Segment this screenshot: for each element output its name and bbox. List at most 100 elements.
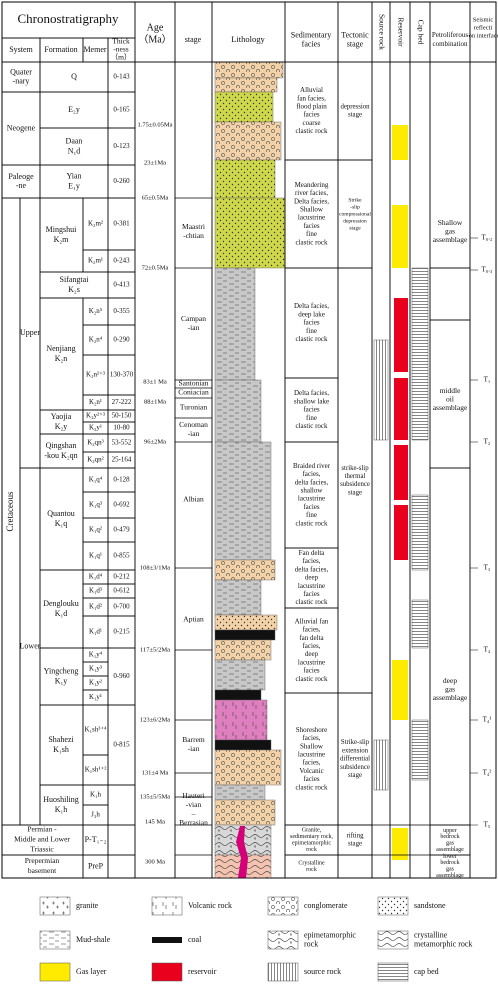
system-label: -nary — [13, 76, 30, 85]
facies-label: lacustrine — [298, 495, 325, 503]
thickness-value: 0-413 — [113, 281, 130, 289]
age-label: 23±1Ma — [144, 159, 166, 166]
tectonic-label: strike-slip — [341, 465, 369, 472]
petroliferous-label: lower — [443, 854, 457, 860]
stage-label: -ian — [188, 429, 200, 438]
formation-label: Prepermian — [25, 856, 60, 865]
formation-label: Mingshui — [46, 225, 77, 234]
tectonic-label: depression — [343, 218, 367, 224]
thickness-value: 0-700 — [113, 603, 130, 611]
legend-label: granite — [76, 901, 99, 910]
facies-label: flood plain — [296, 103, 327, 111]
thickness-value: 0-212 — [113, 573, 130, 581]
formation-label: E₂y — [68, 105, 80, 114]
formation-label: K₂m — [54, 235, 70, 244]
age-column — [134, 61, 176, 879]
petroliferous-label: deep — [443, 676, 457, 685]
title: Chronostratigraphy — [17, 11, 119, 26]
header-label: Thick — [112, 37, 130, 46]
gas-layer — [392, 660, 408, 720]
legend-label: metamorphic rock — [414, 939, 472, 948]
tectonic-label: stage — [348, 772, 362, 779]
thickness-value: 0-260 — [113, 177, 130, 185]
header-label: Memer — [83, 45, 106, 54]
header-cell — [211, 1, 286, 63]
header-label: facies — [302, 39, 321, 48]
header-cell — [174, 1, 213, 63]
member-label: K₂y²⁺³ — [86, 412, 105, 420]
facies-label: lacustrine — [298, 658, 325, 666]
age-label: 108±3/1Ma — [140, 564, 170, 571]
age-label: 88±1Ma — [144, 398, 166, 405]
facies-label: lacustrine — [298, 582, 325, 590]
thickness-value: 0-123 — [113, 142, 130, 150]
cap-bed-layer — [411, 267, 429, 441]
thickness-value: 0-243 — [113, 257, 130, 265]
petroliferous-label: upper — [443, 828, 457, 834]
formation-label: Yaojia — [51, 412, 72, 421]
header-label: stage — [347, 39, 364, 48]
legend-label: reservoir — [188, 967, 217, 976]
thickness-value: 27-222 — [112, 398, 132, 406]
lithology-pattern — [215, 268, 255, 380]
facies-label: Volcanic — [299, 767, 323, 775]
thickness-value: 0-855 — [113, 552, 130, 560]
thickness-cell — [107, 784, 136, 826]
legend-pattern — [378, 963, 408, 981]
stage-label: Santonian — [179, 379, 209, 388]
formation-label: K₁y — [55, 676, 68, 685]
petroliferous-label: assemblage — [433, 403, 468, 412]
header-label: Cap bed — [416, 20, 425, 45]
formation-label: E₁y — [68, 181, 80, 190]
thickness-value: 25-164 — [112, 456, 132, 464]
header-label: Source rock — [377, 14, 386, 50]
lithology-pattern — [215, 198, 285, 268]
series-label: Lower — [20, 641, 41, 650]
legend-label: epimetamorphic — [304, 930, 356, 939]
reservoir-layer — [394, 378, 408, 440]
formation-label: K₁h — [55, 805, 68, 814]
thickness-value: 0-381 — [113, 220, 130, 228]
facies-label: facies, — [302, 557, 320, 565]
legend-label: source rock — [304, 967, 341, 976]
formation-label: Huoshiling — [43, 795, 79, 804]
lithology-band — [214, 739, 272, 751]
member-label: K₂n⁴ — [89, 336, 103, 344]
member-label: K₁h — [90, 791, 101, 799]
gas-layer — [392, 125, 408, 160]
cap-bed-layer — [411, 599, 429, 649]
header-label: reflecti — [474, 24, 493, 31]
facies-label: deep — [305, 650, 319, 658]
petroliferous-cell — [429, 467, 471, 826]
petroliferous-label: Shallow — [438, 218, 463, 227]
formation-label: K₁d — [55, 609, 68, 618]
header-label: Reservoir — [396, 17, 405, 47]
formation-label: Nenjiang — [46, 344, 75, 353]
tectonic-label: Strike — [348, 197, 362, 203]
member-label: K₂qn² — [87, 456, 104, 464]
lithology-pattern — [215, 160, 275, 198]
header-label: Sedimentary — [291, 30, 331, 39]
formation-label: Qingshan — [46, 441, 77, 450]
facies-label: facies — [303, 775, 320, 783]
facies-label: facies — [303, 406, 320, 414]
stage-label: Cenoman — [179, 420, 208, 429]
facies-label: fine — [306, 414, 317, 422]
lithology-pattern — [215, 750, 281, 785]
legend-swatch — [151, 962, 183, 982]
thickness-value: 0-815 — [113, 741, 130, 749]
member-label: K₂n¹ — [89, 398, 102, 406]
lithology-pattern — [215, 640, 271, 660]
stage-label: -chtian — [183, 231, 204, 240]
legend-swatch — [152, 937, 182, 943]
member-label: K₁d⁴ — [89, 573, 103, 581]
seismic-label: T₃ — [484, 564, 491, 572]
tectonic-label: subsidence — [340, 764, 370, 771]
formation-label: Daan — [66, 136, 83, 145]
facies-label: facies, — [302, 626, 320, 634]
header-label: Tectonic — [341, 30, 369, 39]
petroliferous-label: assemblage — [433, 235, 468, 244]
petroliferous-label: gas — [446, 841, 455, 847]
facies-label: coarse — [303, 119, 321, 127]
